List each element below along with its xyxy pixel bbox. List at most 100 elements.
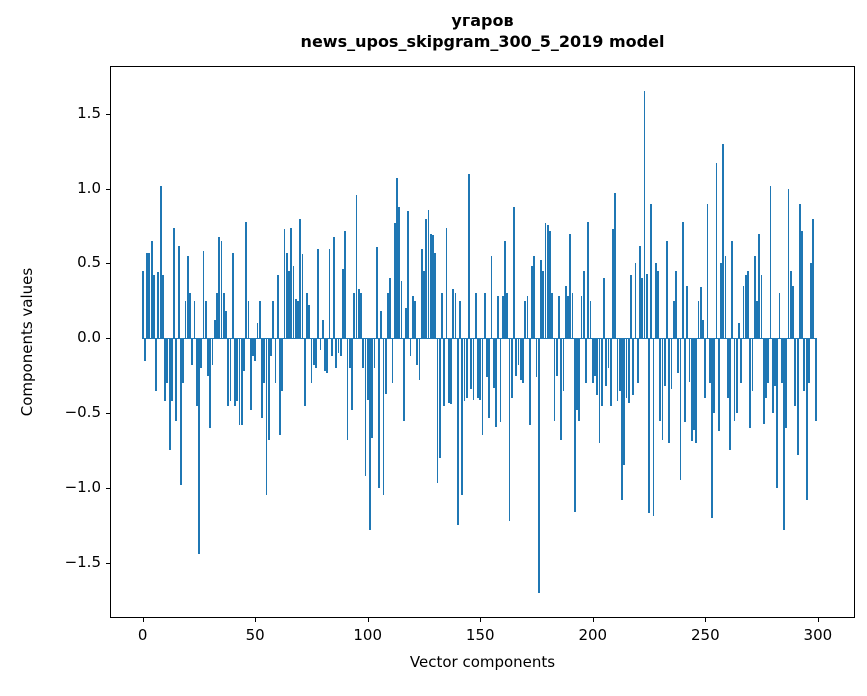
bar [297,300,299,339]
bar [535,338,538,378]
bar [477,338,479,399]
bar [778,293,781,339]
bar [666,241,668,339]
bar [459,300,461,339]
bar [621,338,623,500]
y-tick-mark [106,263,110,265]
bar [540,260,542,339]
bar [375,247,378,339]
bar [605,338,608,387]
bar [578,338,581,421]
bar [382,338,385,496]
bar [508,338,511,521]
bar [443,338,446,406]
bar [330,338,333,357]
bar [274,338,277,384]
bar [618,338,621,391]
bar [769,185,772,339]
bar [328,248,331,339]
bar [481,338,484,436]
bar [787,188,790,339]
x-tick-mark [705,618,707,622]
bar [456,338,459,526]
bar [299,218,302,339]
bar [564,285,567,339]
bar [222,293,225,339]
bar [218,236,221,339]
bar [742,285,745,339]
bar [281,338,284,391]
bar [749,338,752,428]
bar [229,338,232,402]
bar [515,338,518,376]
x-axis-label: Vector components [409,653,556,671]
bar [675,270,677,339]
bar [630,275,632,339]
bar [677,338,680,373]
bar [405,308,407,339]
bar [315,338,317,369]
bar [567,296,569,339]
bar [166,338,169,384]
bar [411,296,414,339]
bar [427,209,430,339]
bar [726,338,729,399]
bar [650,203,653,339]
bar [616,338,619,402]
bar [470,338,473,390]
bar [276,275,279,339]
bar [549,230,551,339]
bar [483,293,486,339]
bar [168,338,171,451]
bar [391,338,394,384]
bar [351,338,353,411]
bar [510,338,513,399]
bar [708,338,711,384]
bar [765,338,767,399]
y-tick-label: 0.5 [77,253,101,272]
bar [225,311,227,339]
bar [283,229,286,339]
chart-title-model: news_upos_skipgram_300_5_2019 model [300,32,665,51]
bar [758,233,761,339]
y-tick-label: 1.5 [77,103,101,122]
bar [735,338,738,414]
bar [632,338,635,396]
bar [150,241,153,339]
bar [344,230,347,339]
bar [636,338,639,384]
bar [580,296,583,339]
x-tick-mark [142,618,144,622]
bar [706,203,709,339]
bar [571,293,574,339]
bar [173,227,176,339]
bar [407,211,410,339]
bar [432,235,434,339]
bar [157,272,160,339]
bar [555,338,558,376]
bar [501,296,504,339]
bar [216,293,218,339]
bar [306,293,308,339]
bar [753,255,756,339]
bar [366,338,369,400]
x-tick-label: 300 [803,626,833,644]
bar [704,338,707,399]
bar [688,338,691,382]
y-tick-label: −1.5 [64,552,101,571]
bar [454,293,457,339]
bar [760,275,763,339]
bar [463,338,466,402]
bar [731,241,734,339]
bar [747,270,749,339]
bar [686,285,689,339]
bar [303,338,306,406]
bar [652,338,655,517]
bar [175,338,178,421]
x-tick-mark [817,618,819,622]
bar [288,270,290,339]
bar [533,255,536,339]
bar [335,338,338,369]
bar [670,338,673,390]
